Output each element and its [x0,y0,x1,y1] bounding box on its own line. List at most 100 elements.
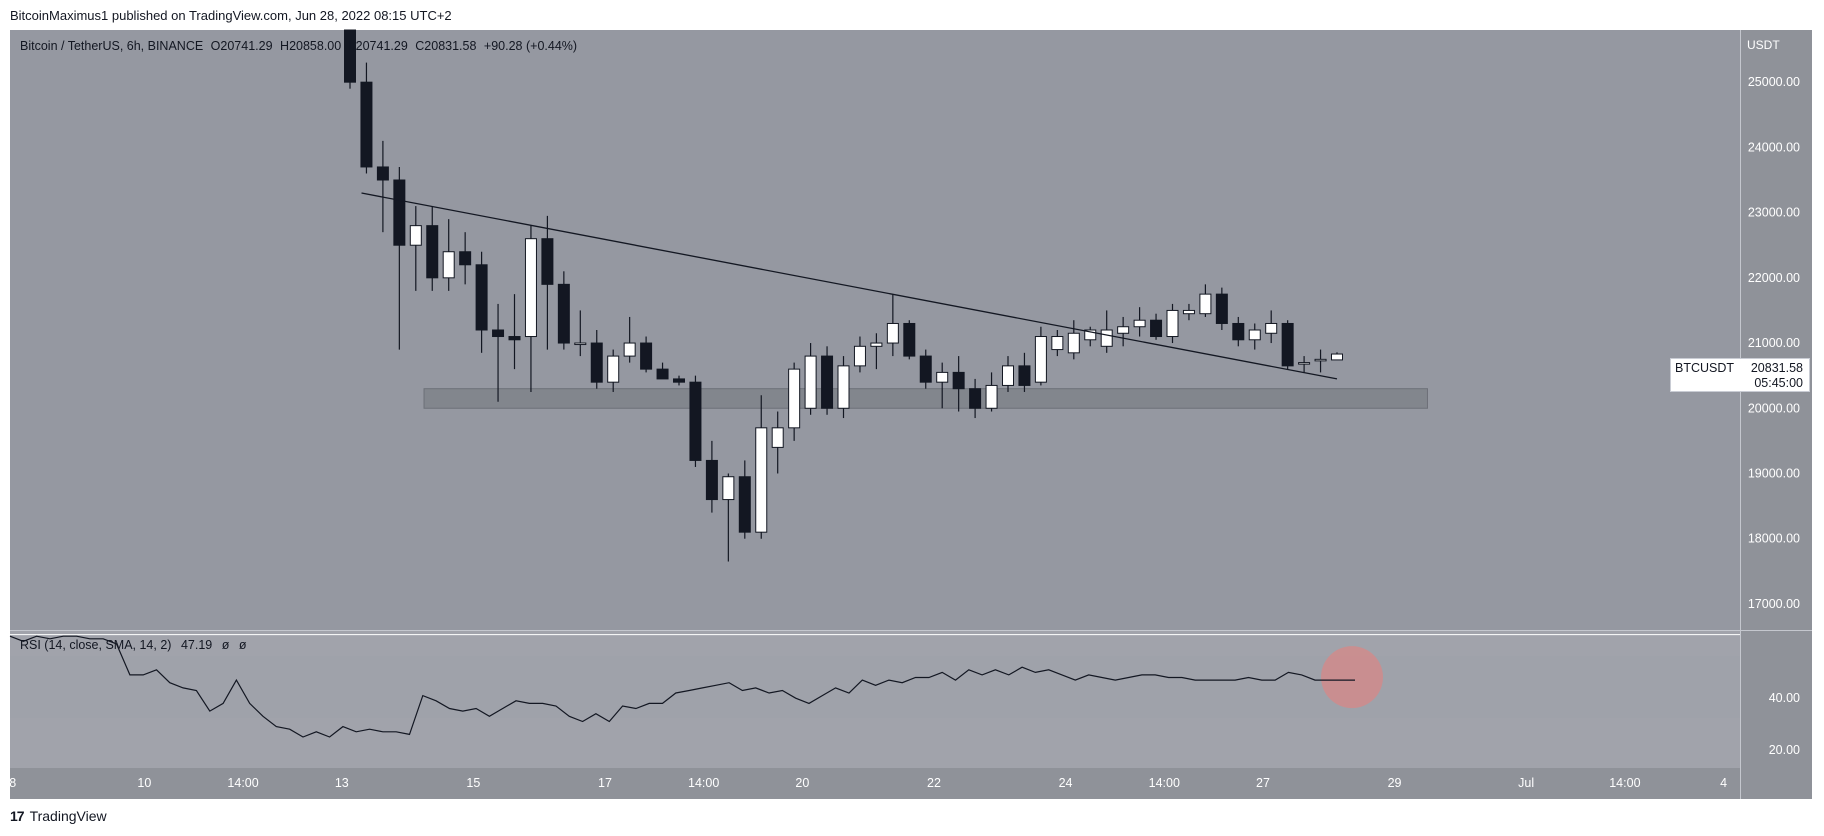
candle-body [524,238,537,338]
support-zone [423,388,1428,409]
rsi-line[interactable] [9,635,1355,738]
descending-trendline[interactable] [361,192,1338,380]
candle-body [738,476,751,533]
time-tick-label: 13 [335,776,349,790]
candle [1150,313,1163,340]
legend-open-label: O [210,39,221,53]
time-axis[interactable] [10,768,1812,799]
candle [952,356,965,412]
candle-body [557,283,570,344]
candle-body [1331,353,1343,361]
rsi-extra1: ø [221,638,230,652]
price-axis[interactable] [1740,30,1812,630]
candle [1199,284,1212,317]
candle-body [426,225,439,279]
candle [492,303,505,402]
candle [1265,310,1278,344]
footer-brand-name: TradingView [29,808,107,824]
price-tick-label: 20000.00 [1748,401,1800,415]
rsi-band [10,656,1740,718]
candle-body [1232,322,1245,341]
time-tick-label: 17 [598,776,612,790]
legend-high: 20858.00 [289,39,342,53]
candle [1084,326,1097,347]
price-label-symbol: BTCUSDT [1675,361,1735,375]
candle [1002,356,1014,392]
candle-body [590,342,603,383]
candle [360,62,373,174]
candle [1166,303,1179,344]
candle-body [574,342,587,346]
candle-body [1150,319,1163,338]
price-pane[interactable] [10,30,1740,630]
rsi-legend: RSI (14, close, SMA, 14, 2) 47.19 ø ø [20,638,246,652]
candle [376,140,389,233]
rsi-highlight-circle [1321,646,1383,709]
candle [590,330,603,389]
candle [1034,326,1047,386]
candle-body [673,378,685,383]
candle [1100,310,1113,353]
candle-body [969,388,982,409]
candle-body [804,355,817,409]
price-tick-label: 24000.00 [1748,140,1800,154]
candle-body [442,251,455,279]
time-tick-label: 4 [1720,776,1727,790]
candle [771,411,784,474]
candle [886,294,899,357]
candle-body [1018,365,1031,386]
candle-body [1034,336,1047,383]
time-tick-label: 14:00 [227,776,258,790]
candle [541,215,554,350]
candle [1232,316,1245,347]
candle [459,232,472,285]
candle-body [541,238,554,285]
time-tick-label: 20 [795,776,809,790]
candle [409,206,422,291]
time-tick-label: 14:00 [688,776,719,790]
price-tick-label: 23000.00 [1748,206,1800,220]
candle-body [1314,358,1327,362]
candle [969,378,982,419]
candle [804,343,817,415]
legend-low-label: L [348,39,356,53]
footer-brand[interactable]: 17 TradingView [10,808,107,824]
candle [738,460,751,539]
candle [1298,356,1311,373]
rsi-value: 47.19 [180,638,213,652]
candle-body [459,251,472,266]
legend-change: +90.28 (+0.44%) [483,39,578,53]
candle [919,349,932,389]
candle-body [1281,322,1294,367]
candle-body [952,371,965,390]
candle [623,316,636,363]
candle [344,29,356,89]
candle [1331,352,1343,361]
time-tick-label: Jul [1518,776,1534,790]
candle [656,362,669,380]
legend-close-label: C [415,39,425,53]
candle [985,372,998,412]
legend-high-label: H [280,39,290,53]
candle-body [689,381,702,461]
candle-body [1265,322,1278,334]
candle-body [771,427,784,448]
candle [475,251,488,353]
candle-body [393,179,406,246]
candle-body [344,29,356,83]
time-tick-label: 14:00 [1149,776,1180,790]
candle-body [1117,326,1130,334]
legend-close: 20831.58 [424,39,477,53]
candle [1182,303,1195,321]
candle-body [903,322,916,357]
candle [936,362,949,409]
current-price-label: BTCUSDT 20831.58 05:45:00 [1670,358,1810,392]
candle-body [1182,309,1195,315]
candle-body [936,371,949,383]
price-tick-label: 19000.00 [1748,466,1800,480]
candle-body [409,225,422,246]
candle [557,271,570,350]
candle [673,375,685,386]
rsi-axis[interactable] [1740,631,1812,768]
